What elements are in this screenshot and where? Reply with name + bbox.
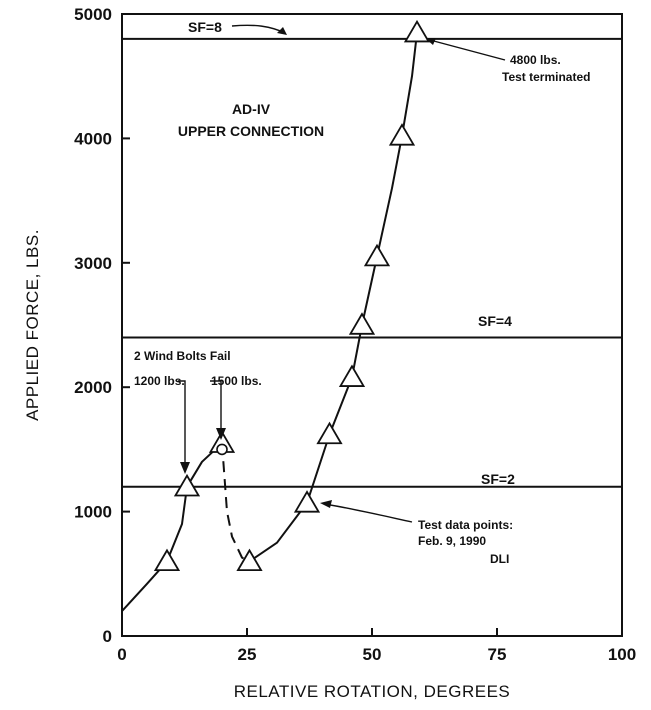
data-point-triangle: [388, 123, 416, 146]
annotation-1500-arrow-line: [210, 380, 222, 432]
y-tick-label: 0: [103, 627, 112, 646]
y-tick-label: 2000: [74, 378, 112, 397]
data-point-triangle: [403, 19, 431, 43]
x-tick-label: 100: [608, 645, 636, 664]
annotation-4800-lbs: 4800 lbs.: [510, 53, 561, 67]
data-point-triangle: [338, 364, 366, 387]
annotation-date: Feb. 9, 1990: [418, 534, 486, 548]
sf8-arrow-head: [277, 27, 287, 35]
y-tick-label: 5000: [74, 5, 112, 24]
reference-label-sf8: SF=8: [188, 19, 222, 35]
annotation-1500-arrow-head: [216, 428, 226, 440]
x-axis-title: RELATIVE ROTATION, DEGREES: [234, 682, 511, 701]
x-tick-label: 75: [488, 645, 507, 664]
curve-segment-loading: [121, 442, 223, 612]
data-point-triangle: [173, 473, 201, 497]
data-point-triangle: [153, 548, 181, 572]
data-point-triangle: [316, 421, 343, 445]
data-point-triangle: [363, 243, 391, 267]
annotation-1500-lbs: 1500 lbs.: [211, 374, 262, 388]
annotation-1200-arrow-line: [178, 380, 186, 466]
data-point-triangle: [293, 490, 321, 513]
data-point-triangle: [348, 312, 376, 335]
x-tick-label: 0: [117, 645, 126, 664]
curve-segment-dashed-drop: [221, 443, 250, 563]
y-tick-label: 1000: [74, 503, 112, 522]
chart-title-line-2: UPPER CONNECTION: [178, 123, 324, 139]
x-tick-label: 50: [363, 645, 382, 664]
x-tick-label: 25: [238, 645, 257, 664]
annotation-4800-arrow-head: [426, 38, 436, 45]
chart-title-line-1: AD-IV: [232, 101, 271, 117]
annotation-1200-arrow-head: [180, 462, 190, 474]
curve-segment-reloading: [248, 32, 418, 563]
sf8-arrow-line: [231, 24, 286, 34]
data-point-triangle: [236, 548, 263, 572]
annotation-dli: DLI: [490, 552, 509, 566]
reference-label-sf4: SF=4: [478, 313, 512, 329]
annotation-test-terminated: Test terminated: [502, 70, 590, 84]
plot-frame: [121, 13, 623, 637]
annotation-test-data-arrow-head: [320, 500, 332, 508]
y-axis-title: APPLIED FORCE, LBS.: [23, 229, 42, 421]
annotation-4800-arrow-line: [429, 39, 506, 61]
reference-label-sf2: SF=2: [481, 471, 515, 487]
annotation-wind-bolts-fail: 2 Wind Bolts Fail: [134, 349, 231, 363]
failure-point-circle: [216, 443, 228, 456]
annotation-test-data-points: Test data points:: [418, 518, 513, 532]
y-tick-label: 3000: [74, 254, 112, 273]
y-tick-label: 4000: [74, 129, 112, 148]
annotation-1200-lbs: 1200 lbs.: [134, 374, 185, 388]
annotation-test-data-arrow-line: [323, 503, 413, 523]
